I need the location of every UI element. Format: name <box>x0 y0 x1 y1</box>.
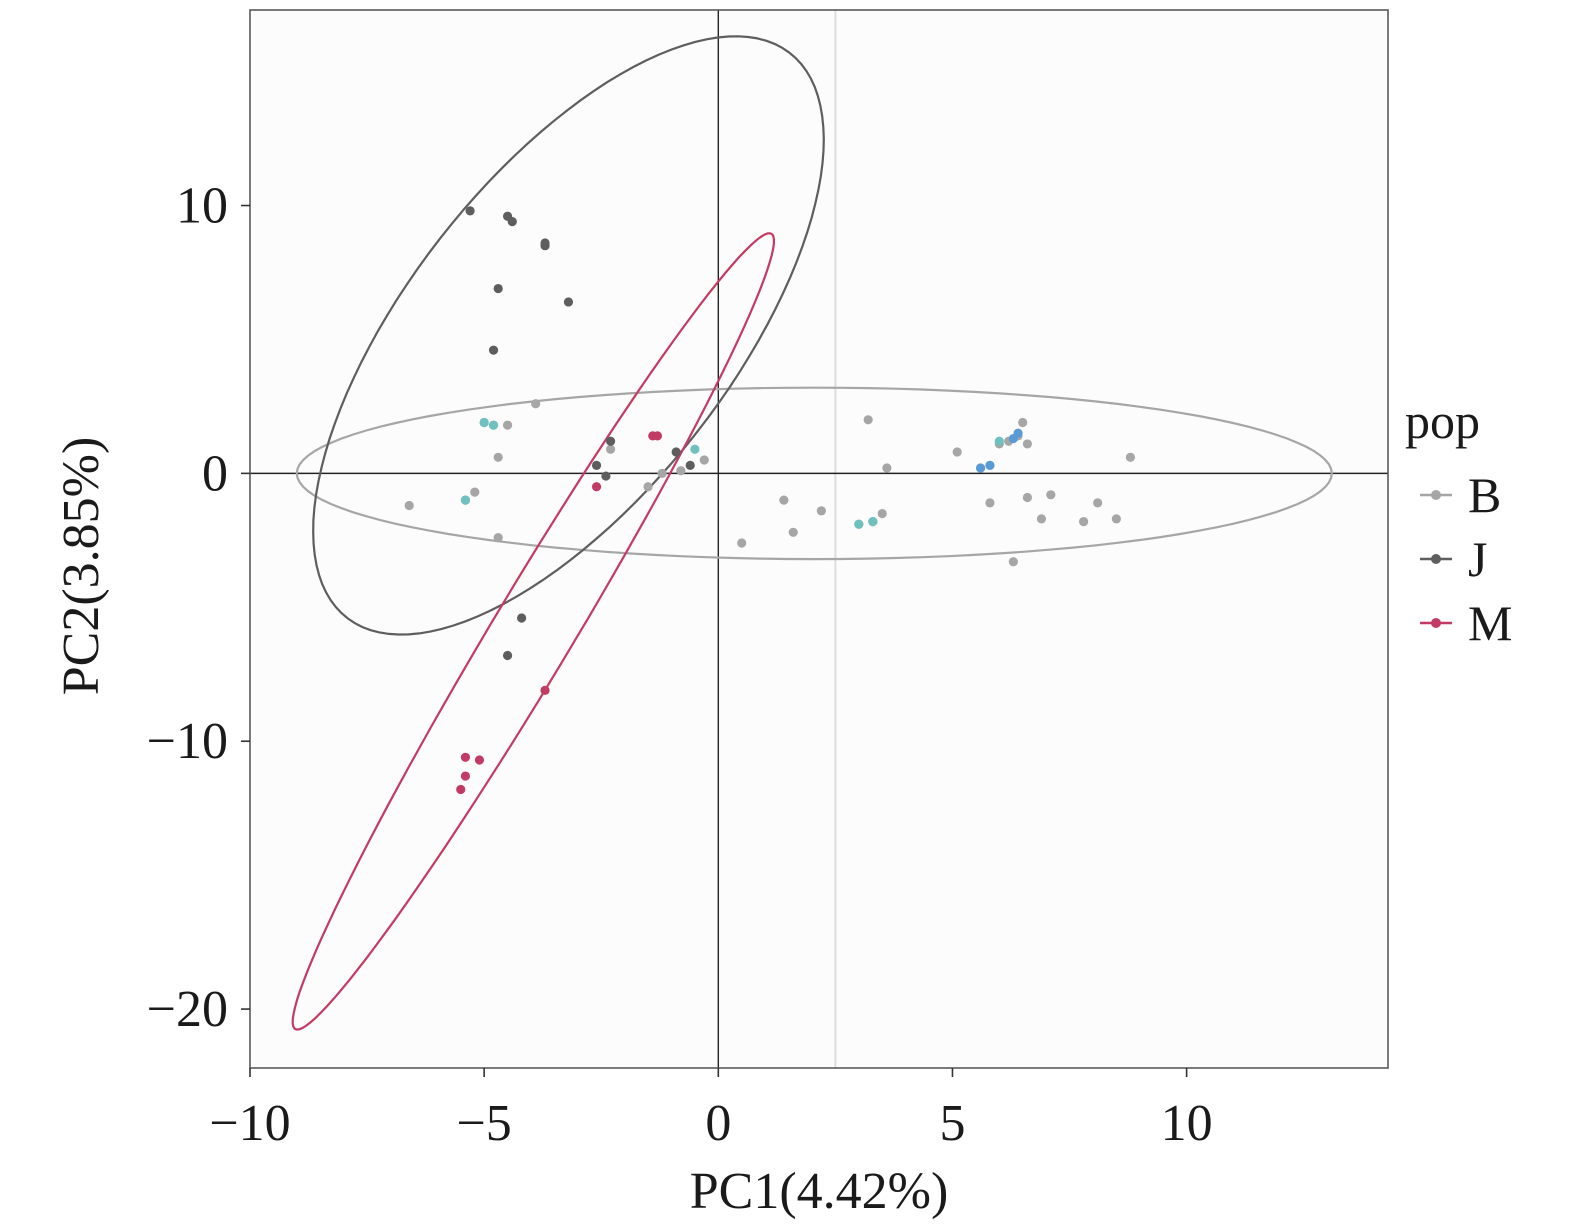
plot-border <box>249 9 1389 1069</box>
point-j <box>465 206 475 216</box>
point-j <box>540 241 550 251</box>
point-highlight <box>868 516 878 527</box>
point-m <box>460 771 471 781</box>
point-highlight <box>460 495 471 505</box>
point-j <box>591 460 602 470</box>
point-m <box>540 685 550 695</box>
point-b <box>1046 490 1056 500</box>
x-tick-label: 10 <box>1161 1095 1213 1152</box>
point-j <box>671 447 681 457</box>
point-b <box>952 447 962 457</box>
point-b <box>882 463 892 473</box>
point-b <box>816 506 826 516</box>
reference-lines-layer <box>250 10 1388 1068</box>
y-tick-label: 0 <box>202 445 228 502</box>
point-j <box>601 471 611 481</box>
legend-label-b: B <box>1468 467 1501 523</box>
point-highlight <box>488 420 499 430</box>
legend: pop BJM <box>1405 393 1512 651</box>
point-highlight <box>975 463 986 473</box>
legend-label-m: M <box>1468 595 1512 651</box>
point-b <box>493 452 503 462</box>
point-highlight <box>1013 428 1023 438</box>
ellipse-b <box>295 386 1333 561</box>
point-b <box>493 533 503 543</box>
plot-panel <box>250 10 1388 1068</box>
point-b <box>676 466 686 476</box>
point-b <box>788 527 798 537</box>
point-j <box>507 217 517 227</box>
point-j <box>606 436 616 446</box>
ellipses-layer <box>291 35 1333 1031</box>
point-b <box>985 498 995 508</box>
point-b <box>657 468 667 478</box>
point-m <box>591 482 602 492</box>
point-b <box>863 415 873 425</box>
point-j <box>493 283 503 294</box>
point-b <box>1018 417 1028 428</box>
point-b <box>1036 514 1047 524</box>
point-b <box>737 538 747 548</box>
point-b <box>1022 439 1032 449</box>
point-highlight <box>479 417 489 428</box>
x-tick-label: 0 <box>705 1095 731 1152</box>
point-m <box>456 784 466 795</box>
y-tick-label: −10 <box>147 713 228 770</box>
legend-key-point-j <box>1431 554 1441 564</box>
axes-layer: −10 −5 0 5 10 −20 −10 0 10 <box>147 178 1213 1152</box>
point-j <box>488 345 499 355</box>
point-b <box>699 455 709 465</box>
point-b <box>1125 452 1136 462</box>
x-axis-label: PC1(4.42%) <box>690 1163 949 1220</box>
point-b <box>1008 557 1018 567</box>
point-m <box>474 755 485 765</box>
point-b <box>1093 498 1103 508</box>
point-j <box>563 297 574 307</box>
legend-key-point-b <box>1431 490 1441 500</box>
point-m <box>652 431 663 441</box>
x-tick-label: 5 <box>939 1095 965 1152</box>
legend-label-j: J <box>1468 531 1487 587</box>
point-b <box>502 420 513 430</box>
point-b <box>1022 492 1032 503</box>
x-tick-label: −5 <box>456 1095 511 1152</box>
ellipse-j <box>312 35 825 636</box>
point-b <box>1111 514 1121 524</box>
point-highlight <box>690 444 700 454</box>
y-axis-label: PC2(3.85%) <box>53 437 110 696</box>
point-b <box>531 399 541 409</box>
point-b <box>877 508 887 519</box>
point-b <box>1078 516 1089 527</box>
point-b <box>404 500 414 511</box>
point-j <box>502 650 513 661</box>
point-highlight <box>994 436 1004 446</box>
point-b <box>643 482 653 492</box>
ellipse-m <box>291 232 775 1031</box>
point-b <box>606 444 616 454</box>
x-tick-label: −10 <box>209 1095 290 1152</box>
y-tick-label: −20 <box>147 981 228 1038</box>
legend-key-point-m <box>1431 618 1441 628</box>
point-highlight <box>854 519 864 529</box>
point-b <box>779 495 789 505</box>
point-j <box>517 613 527 623</box>
point-m <box>460 752 471 762</box>
point-j <box>685 460 695 470</box>
y-tick-label: 10 <box>176 178 228 235</box>
legend-title: pop <box>1405 393 1480 449</box>
points-layer <box>404 206 1136 795</box>
point-b <box>470 487 480 497</box>
point-highlight <box>985 460 995 470</box>
